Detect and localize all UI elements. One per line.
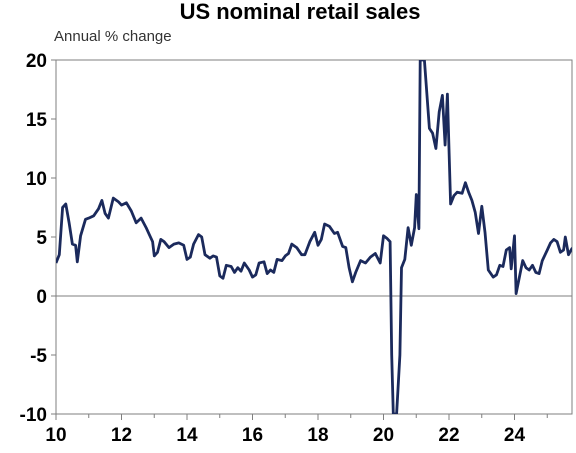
series-line xyxy=(56,60,572,414)
x-tick-label: 16 xyxy=(242,425,263,446)
y-tick-label: -5 xyxy=(30,346,47,367)
x-tick-label: 12 xyxy=(111,425,132,446)
plot-area xyxy=(55,59,573,415)
x-tick-label: 14 xyxy=(176,425,198,446)
x-tick-label: 20 xyxy=(373,425,394,446)
y-tick-label: 0 xyxy=(36,287,47,308)
x-tick-label: 10 xyxy=(45,425,66,446)
y-tick-label: 10 xyxy=(26,169,47,190)
chart-subtitle: Annual % change xyxy=(54,28,172,45)
x-tick-label: 24 xyxy=(504,425,526,446)
y-tick-label: -10 xyxy=(20,405,47,426)
series-layer xyxy=(56,60,572,414)
y-axis-ticks: 20 15 10 5 0 -5 -10 xyxy=(20,51,56,426)
x-axis-ticks: 10 12 14 16 18 20 22 24 xyxy=(45,414,548,446)
y-tick-label: 15 xyxy=(26,110,48,131)
x-tick-label: 18 xyxy=(307,425,328,446)
y-tick-label: 20 xyxy=(26,51,47,72)
x-tick-label: 22 xyxy=(438,425,459,446)
chart-title: US nominal retail sales xyxy=(180,0,421,24)
y-tick-label: 5 xyxy=(36,228,47,249)
